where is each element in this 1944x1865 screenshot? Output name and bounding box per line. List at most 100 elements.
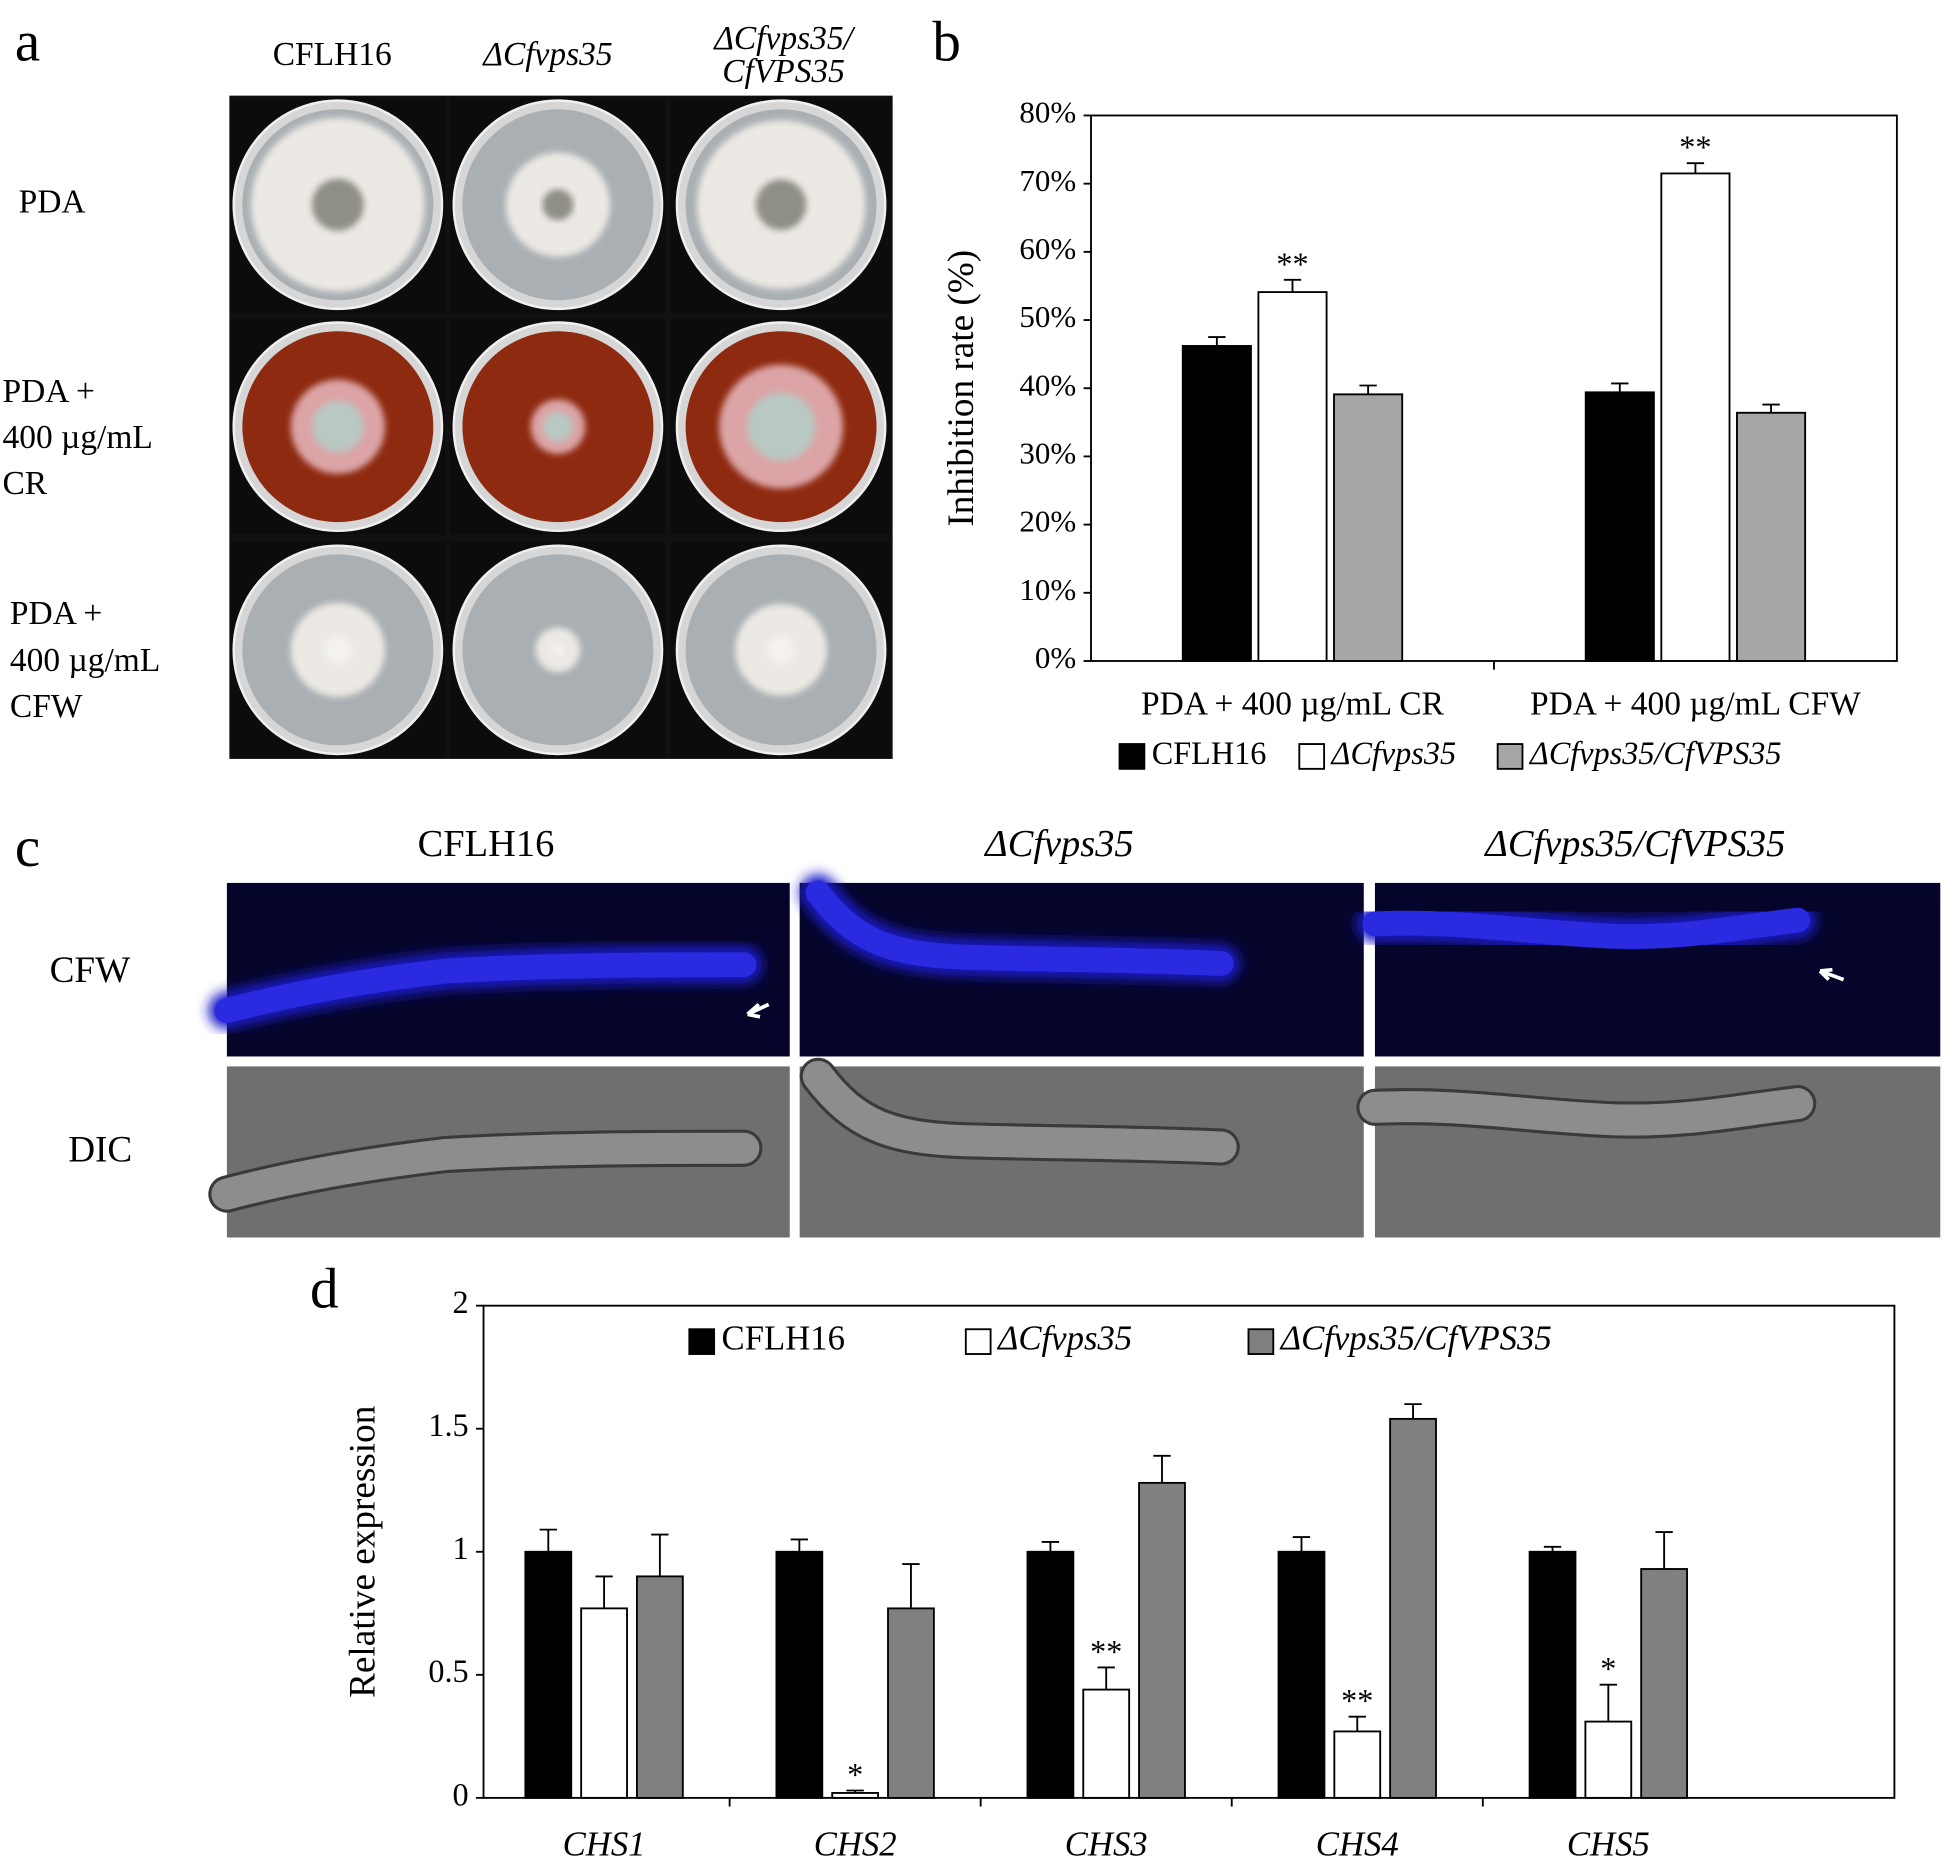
bar <box>580 1607 628 1799</box>
bar <box>887 1607 935 1799</box>
y-tick-label: 30% <box>1019 436 1076 471</box>
legend-label: ΔCfvps35/CfVPS35 <box>1279 1319 1552 1358</box>
legend-label: ΔCfvps35/CfVPS35 <box>1528 735 1782 771</box>
error-bar <box>1153 1454 1171 1483</box>
column-header: ΔCfvps35 <box>983 823 1134 865</box>
y-tick-label: 1.5 <box>428 1407 468 1443</box>
row-label: CFW <box>10 688 83 725</box>
legend-swatch <box>688 1328 716 1355</box>
significance-label: ** <box>1276 246 1308 282</box>
bar <box>524 1550 573 1799</box>
legend-label: ΔCfvps35 <box>1330 735 1457 771</box>
bar <box>1181 345 1252 662</box>
x-tick-label: CHS5 <box>1567 1824 1650 1863</box>
y-tick-label: 0 <box>453 1776 469 1812</box>
y-tick-label: 1 <box>453 1530 469 1566</box>
legend-swatch <box>1118 743 1146 770</box>
hypha-dic <box>1359 1088 1814 1136</box>
legend-swatch <box>1298 743 1326 770</box>
error-bar <box>1041 1541 1060 1552</box>
error-bar <box>1359 384 1377 395</box>
y-tick-label: 40% <box>1019 367 1076 402</box>
error-bar <box>1283 278 1302 293</box>
error-bar <box>1404 1403 1422 1419</box>
y-tick-label: 70% <box>1019 163 1076 198</box>
legend-swatch <box>964 1328 992 1355</box>
row-label: CFW <box>50 950 131 991</box>
x-tick-label: CHS1 <box>563 1824 646 1863</box>
colony-center <box>542 189 574 221</box>
x-tick-label: PDA + 400 µg/mL CR <box>1141 686 1445 723</box>
legend-swatch <box>1496 743 1524 770</box>
x-tick-label: CHS4 <box>1316 1824 1399 1863</box>
x-tick-label: CHS2 <box>814 1824 897 1863</box>
y-tick-label: 0.5 <box>428 1653 468 1689</box>
y-tick-label: 20% <box>1019 504 1076 539</box>
y-axis-label: Relative expression <box>342 1405 383 1698</box>
colony-center <box>551 643 565 657</box>
error-bar <box>902 1563 920 1609</box>
bar <box>1026 1550 1075 1799</box>
bar <box>1528 1550 1577 1799</box>
column-header: ΔCfvps35 <box>481 36 612 73</box>
bar <box>831 1792 880 1799</box>
bar <box>1257 291 1328 662</box>
bar <box>1138 1481 1186 1799</box>
hypha-fluorescence <box>214 952 757 1024</box>
hypha-fluorescence <box>1362 907 1811 949</box>
error-bar <box>1762 403 1780 413</box>
hypha-dic <box>802 1060 1237 1163</box>
bar <box>1736 411 1807 662</box>
x-tick-label: CHS3 <box>1065 1824 1148 1863</box>
column-header: ΔCfvps35/CfVPS35 <box>1483 823 1785 865</box>
legend-label: ΔCfvps35 <box>996 1319 1132 1358</box>
y-tick-label: 10% <box>1019 572 1076 607</box>
error-bar <box>1097 1666 1115 1690</box>
bar <box>1389 1417 1437 1799</box>
arrow <box>746 1002 770 1019</box>
bar <box>1584 1720 1633 1799</box>
error-bar <box>595 1575 613 1609</box>
y-tick-label: 80% <box>1019 95 1076 130</box>
bar <box>1640 1568 1688 1799</box>
bar <box>636 1575 684 1799</box>
column-header: CfVPS35 <box>722 53 845 90</box>
column-header: CFLH16 <box>418 823 555 865</box>
error-bar <box>790 1538 809 1552</box>
bar <box>775 1550 824 1799</box>
row-label: PDA <box>19 183 86 220</box>
colony-center <box>746 392 816 461</box>
error-bar <box>651 1533 669 1577</box>
bar <box>1584 391 1655 662</box>
y-tick-label: 0% <box>1035 640 1076 675</box>
error-bar <box>1208 336 1226 346</box>
error-bar <box>1348 1715 1366 1732</box>
bar <box>1082 1688 1131 1799</box>
significance-label: ** <box>1341 1683 1373 1719</box>
y-tick-label: 60% <box>1019 231 1076 266</box>
row-label: CR <box>2 465 47 502</box>
error-bar <box>1686 162 1705 174</box>
colony-center <box>311 400 364 453</box>
row-label: 400 µg/mL <box>2 419 152 456</box>
colony-center <box>323 635 352 664</box>
bar <box>1333 393 1404 662</box>
panel-label: c <box>15 816 40 879</box>
panel-label: a <box>15 10 40 73</box>
colony-center <box>311 178 364 231</box>
column-header: ΔCfvps35/ <box>712 20 855 57</box>
error-bar <box>1543 1545 1562 1552</box>
panel-label: d <box>310 1258 339 1321</box>
column-header: CFLH16 <box>273 36 392 73</box>
hypha-dic <box>211 1132 760 1210</box>
error-bar <box>1655 1531 1673 1570</box>
y-axis-label: Inhibition rate (%) <box>941 250 982 527</box>
row-label: PDA + <box>2 373 94 410</box>
y-tick-label: 50% <box>1019 299 1076 334</box>
error-bar <box>1292 1536 1311 1552</box>
legend-swatch <box>1247 1328 1275 1355</box>
panel-label: b <box>932 10 961 73</box>
bar <box>1333 1730 1382 1799</box>
colony-center <box>542 411 573 442</box>
